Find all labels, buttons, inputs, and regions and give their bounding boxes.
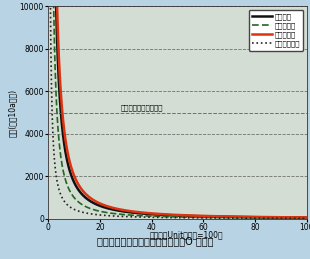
Text: フルコスト価格の水準: フルコスト価格の水準: [121, 104, 163, 111]
Y-axis label: 金額(円／10a／年): 金額(円／10a／年): [8, 89, 17, 137]
Text: 需要量：Unit（現状=100）: 需要量：Unit（現状=100）: [149, 230, 223, 239]
Legend: 地区全体, 下流地区１, 下流地区２, 用水補給地区: 地区全体, 下流地区１, 下流地区２, 用水補給地区: [249, 10, 303, 51]
Text: 図３　水田灌漑用水の需要曲線（O 地区）: 図３ 水田灌漑用水の需要曲線（O 地区）: [97, 236, 213, 246]
